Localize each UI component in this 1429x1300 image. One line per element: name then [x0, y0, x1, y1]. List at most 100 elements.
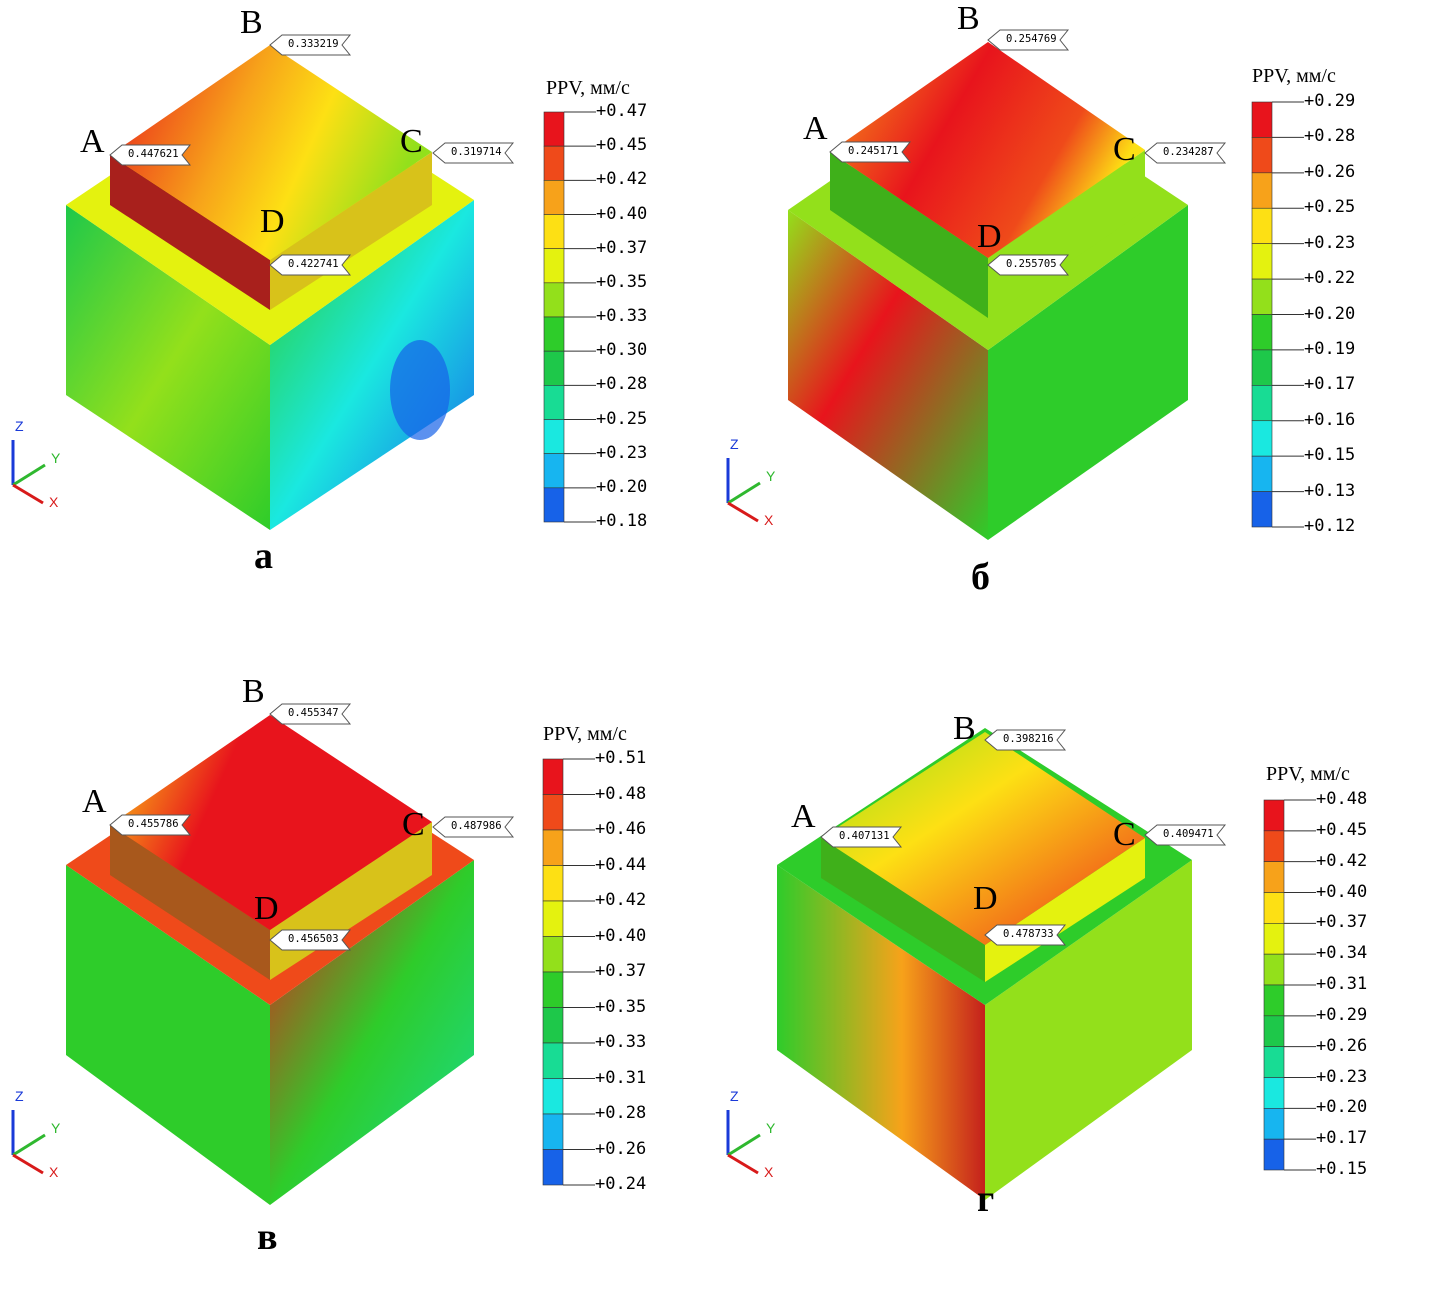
base-left-face	[66, 865, 270, 1205]
legend-swatch	[542, 1042, 564, 1079]
point-label-d: D	[973, 880, 998, 917]
y-axis-label: Y	[766, 468, 776, 484]
point-label-c: C	[1113, 816, 1136, 853]
legend-tick-label: +0.25	[1304, 197, 1356, 218]
legend-tick-label: +0.13	[1304, 480, 1356, 501]
legend-tick-label: +0.26	[1304, 161, 1356, 182]
legend-tick-label: +0.23	[596, 442, 648, 463]
callout-value-a: 0.407131	[839, 830, 890, 842]
legend-tick-label: +0.40	[1316, 881, 1368, 902]
callout-box-d	[269, 929, 352, 951]
legend-swatch	[1251, 491, 1273, 528]
legend-swatch	[1251, 172, 1273, 209]
callout-value-a: 0.455786	[128, 818, 179, 830]
legend-tick-label: +0.37	[1316, 912, 1368, 933]
callout-value-c: 0.234287	[1163, 146, 1214, 158]
legend-swatch	[543, 350, 565, 386]
legend-tick-label: +0.25	[596, 408, 648, 429]
callout-value-c: 0.487986	[451, 820, 502, 832]
legend-swatch	[543, 453, 565, 489]
panel-a: A 0.447621 B 0.333219 C 0.319714 D 0.422741 PPV,…	[0, 0, 700, 640]
callout-value-c: 0.409471	[1163, 828, 1214, 840]
legend-tick-label: +0.20	[596, 476, 648, 497]
legend-swatch	[1263, 923, 1285, 955]
y-axis-arrow	[727, 1133, 761, 1157]
x-axis-label: X	[764, 1164, 774, 1180]
legend-tick-label: +0.23	[1316, 1066, 1368, 1087]
top-block-top	[110, 715, 432, 930]
legend-tick-label: +0.35	[596, 271, 648, 292]
legend-title: PPV, мм/с	[1252, 65, 1336, 87]
legend-title: PPV, мм/с	[543, 723, 627, 745]
x-axis-label: X	[764, 512, 774, 528]
top-block-left	[110, 155, 270, 310]
legend-swatch	[543, 214, 565, 249]
callout-value-d: 0.255705	[1006, 258, 1057, 270]
callout-value-b: 0.455347	[288, 707, 339, 719]
legend-swatch	[1263, 1108, 1285, 1140]
legend-tick-label: +0.37	[595, 961, 647, 981]
legend-swatch	[543, 111, 565, 147]
legend-swatch	[1263, 1138, 1285, 1171]
callout-box-c	[432, 816, 515, 838]
legend-swatch	[542, 758, 564, 795]
legend-tick-label: +0.28	[1304, 126, 1356, 147]
point-label-d: D	[254, 890, 279, 927]
legend-swatch	[1263, 1015, 1285, 1047]
z-axis-label: Z	[730, 1088, 739, 1104]
y-axis-arrow	[727, 481, 761, 505]
point-label-a: A	[803, 110, 828, 147]
x-axis-arrow	[727, 1153, 759, 1175]
top-block-left	[830, 152, 988, 318]
callout-box-a	[820, 826, 903, 848]
callout-value-d: 0.478733	[1003, 928, 1054, 940]
legend-swatch	[543, 180, 565, 215]
legend-tick-label: +0.45	[1316, 819, 1368, 840]
top-block-right	[985, 838, 1145, 982]
callout-value-b: 0.333219	[288, 38, 339, 50]
legend-swatch	[1263, 1046, 1285, 1078]
top-block-top	[821, 732, 1145, 945]
legend-tick-label: +0.42	[595, 890, 647, 910]
legend-swatch	[1263, 830, 1285, 862]
legend-tick-label: +0.47	[596, 101, 648, 121]
legend-tick-label: +0.18	[596, 511, 648, 531]
point-label-c: C	[400, 123, 423, 160]
legend-swatch	[1251, 137, 1273, 174]
legend-tick-label: +0.33	[596, 306, 648, 326]
legend-tick-label: +0.16	[1304, 409, 1356, 430]
legend-swatch	[543, 487, 565, 523]
legend-tick-label: +0.34	[1316, 943, 1368, 964]
legend-swatch	[1251, 207, 1273, 244]
legend-swatch	[543, 248, 565, 284]
top-block-left	[821, 838, 985, 982]
legend-swatch	[542, 1113, 564, 1150]
x-axis-arrow	[12, 1153, 44, 1175]
legend-tick-label: +0.42	[596, 169, 648, 190]
legend-tick-label: +0.51	[595, 748, 647, 768]
model-v	[11, 703, 595, 1205]
legend-tick-label: +0.29	[1304, 91, 1356, 111]
z-axis-label: Z	[15, 418, 24, 434]
legend-tick-label: +0.45	[596, 135, 648, 156]
base-left-face	[788, 210, 988, 540]
point-label-b: B	[240, 4, 263, 41]
legend-tick-label: +0.30	[596, 340, 648, 361]
callout-box-b	[987, 29, 1070, 51]
legend-tick-label: +0.29	[1316, 1004, 1368, 1025]
legend-swatch	[1263, 892, 1285, 924]
point-label-c: C	[402, 806, 425, 843]
callout-box-b	[269, 34, 352, 56]
z-axis-label: Z	[15, 1088, 24, 1104]
base-right-face	[270, 200, 474, 530]
point-label-a: A	[82, 783, 107, 820]
callout-box-d	[269, 254, 352, 276]
base-right-face	[988, 205, 1188, 540]
y-axis-arrow	[12, 1133, 46, 1157]
legend-swatch	[1251, 455, 1273, 492]
legend-tick-label: +0.19	[1304, 338, 1356, 359]
legend-tick-label: +0.40	[596, 203, 648, 224]
legend-swatch	[542, 829, 564, 866]
legend-tick-label: +0.26	[595, 1138, 647, 1159]
legend-tick-label: +0.15	[1316, 1159, 1368, 1179]
